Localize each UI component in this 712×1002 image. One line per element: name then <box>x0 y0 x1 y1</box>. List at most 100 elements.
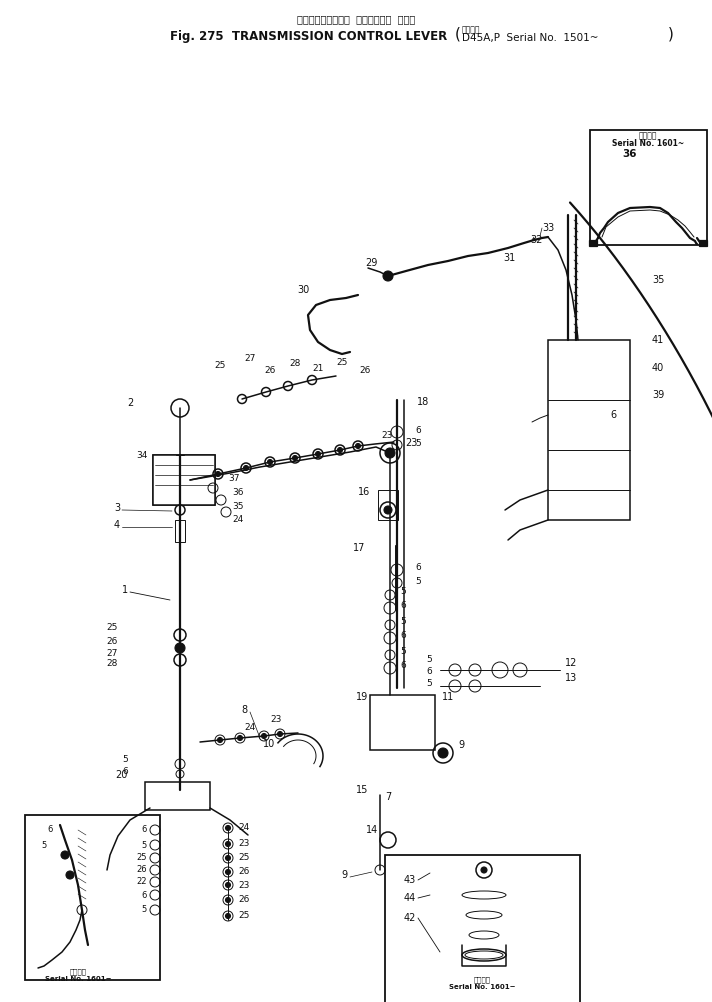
Text: 35: 35 <box>652 275 664 285</box>
Text: 44: 44 <box>404 893 416 903</box>
Circle shape <box>226 898 231 903</box>
Text: 30: 30 <box>298 285 310 295</box>
Bar <box>385 855 580 1002</box>
Text: 24: 24 <box>244 722 255 731</box>
Circle shape <box>315 452 320 457</box>
Text: 13: 13 <box>565 673 577 683</box>
Text: 36: 36 <box>232 488 244 497</box>
Text: 適用号機: 適用号機 <box>639 131 657 140</box>
Text: 33: 33 <box>542 223 554 233</box>
Text: 25: 25 <box>107 622 118 631</box>
Text: 9: 9 <box>458 740 464 750</box>
Circle shape <box>238 735 243 740</box>
Text: 23: 23 <box>238 840 249 849</box>
Text: 6: 6 <box>400 660 406 669</box>
Circle shape <box>175 643 185 653</box>
Circle shape <box>226 883 231 888</box>
Bar <box>699 240 707 246</box>
Text: 5: 5 <box>41 841 46 850</box>
Text: 23: 23 <box>405 438 417 448</box>
Text: 41: 41 <box>652 335 664 345</box>
Text: 32: 32 <box>530 235 543 245</box>
Text: 20: 20 <box>115 770 128 780</box>
Bar <box>548 340 630 520</box>
Text: 27: 27 <box>244 354 256 363</box>
Text: 適用号機: 適用号機 <box>473 977 491 983</box>
Bar <box>378 490 398 520</box>
Circle shape <box>268 460 273 465</box>
Text: 18: 18 <box>417 397 429 407</box>
Text: 6: 6 <box>400 601 406 610</box>
Text: 7: 7 <box>385 792 392 802</box>
Text: 23: 23 <box>382 431 393 440</box>
Text: 39: 39 <box>652 390 664 400</box>
Text: 36: 36 <box>623 149 637 159</box>
Text: 5: 5 <box>122 756 128 765</box>
Text: 25: 25 <box>238 912 249 921</box>
Text: 12: 12 <box>565 658 577 668</box>
Bar <box>153 455 215 505</box>
Text: 6: 6 <box>400 630 406 639</box>
Text: 6: 6 <box>47 826 53 835</box>
Circle shape <box>226 856 231 861</box>
Text: 24: 24 <box>232 515 244 524</box>
Text: 34: 34 <box>137 451 148 460</box>
Bar <box>590 130 707 245</box>
Text: 28: 28 <box>289 359 300 368</box>
Bar <box>370 695 435 750</box>
Text: Serial No. 1601~: Serial No. 1601~ <box>612 138 684 147</box>
Text: 5: 5 <box>415 576 421 585</box>
Text: 5: 5 <box>426 655 432 664</box>
Text: 6: 6 <box>415 426 421 435</box>
Text: 6: 6 <box>610 410 616 420</box>
Text: 31: 31 <box>504 253 516 263</box>
Text: 28: 28 <box>107 659 118 668</box>
Text: 40: 40 <box>652 363 664 373</box>
Text: 26: 26 <box>238 868 249 877</box>
Text: 17: 17 <box>352 543 365 553</box>
Text: 5: 5 <box>400 587 406 596</box>
Bar <box>25 815 160 980</box>
Text: 1: 1 <box>122 585 128 595</box>
Circle shape <box>226 870 231 875</box>
Text: 5: 5 <box>426 679 432 688</box>
Text: 6: 6 <box>415 563 421 572</box>
Text: 5: 5 <box>142 841 147 850</box>
Text: 10: 10 <box>263 739 275 749</box>
Text: 3: 3 <box>114 503 120 513</box>
Text: 21: 21 <box>313 364 324 373</box>
Text: D45A,P  Serial No.  1501~: D45A,P Serial No. 1501~ <box>462 33 599 43</box>
Text: 16: 16 <box>357 487 370 497</box>
Text: 24: 24 <box>238 824 249 833</box>
Bar <box>175 520 185 542</box>
Text: (: ( <box>455 26 461 41</box>
Circle shape <box>438 748 448 758</box>
Bar <box>589 240 597 246</box>
Circle shape <box>355 444 360 449</box>
Text: 25: 25 <box>137 854 147 863</box>
Circle shape <box>384 506 392 514</box>
Text: 19: 19 <box>356 692 368 702</box>
Circle shape <box>217 737 222 742</box>
Circle shape <box>216 472 221 477</box>
Text: 23: 23 <box>270 715 281 724</box>
Text: 8: 8 <box>242 705 248 715</box>
Text: 15: 15 <box>355 785 368 795</box>
Text: 6: 6 <box>142 826 147 835</box>
Circle shape <box>481 867 487 873</box>
Bar <box>145 782 210 810</box>
Text: 29: 29 <box>366 258 378 268</box>
Text: Serial No. 1601~: Serial No. 1601~ <box>449 984 515 990</box>
Text: 2: 2 <box>127 398 133 408</box>
Text: 26: 26 <box>360 366 371 375</box>
Text: 27: 27 <box>107 648 118 657</box>
Text: 14: 14 <box>366 825 378 835</box>
Text: 適用号機: 適用号機 <box>70 969 86 975</box>
Text: 25: 25 <box>238 854 249 863</box>
Text: 6: 6 <box>122 768 128 777</box>
Text: 9: 9 <box>342 870 348 880</box>
Text: 5: 5 <box>400 617 406 626</box>
Text: Fig. 275  TRANSMISSION CONTROL LEVER: Fig. 275 TRANSMISSION CONTROL LEVER <box>170 30 447 43</box>
Text: 26: 26 <box>137 866 147 875</box>
Text: ): ) <box>668 26 674 41</box>
